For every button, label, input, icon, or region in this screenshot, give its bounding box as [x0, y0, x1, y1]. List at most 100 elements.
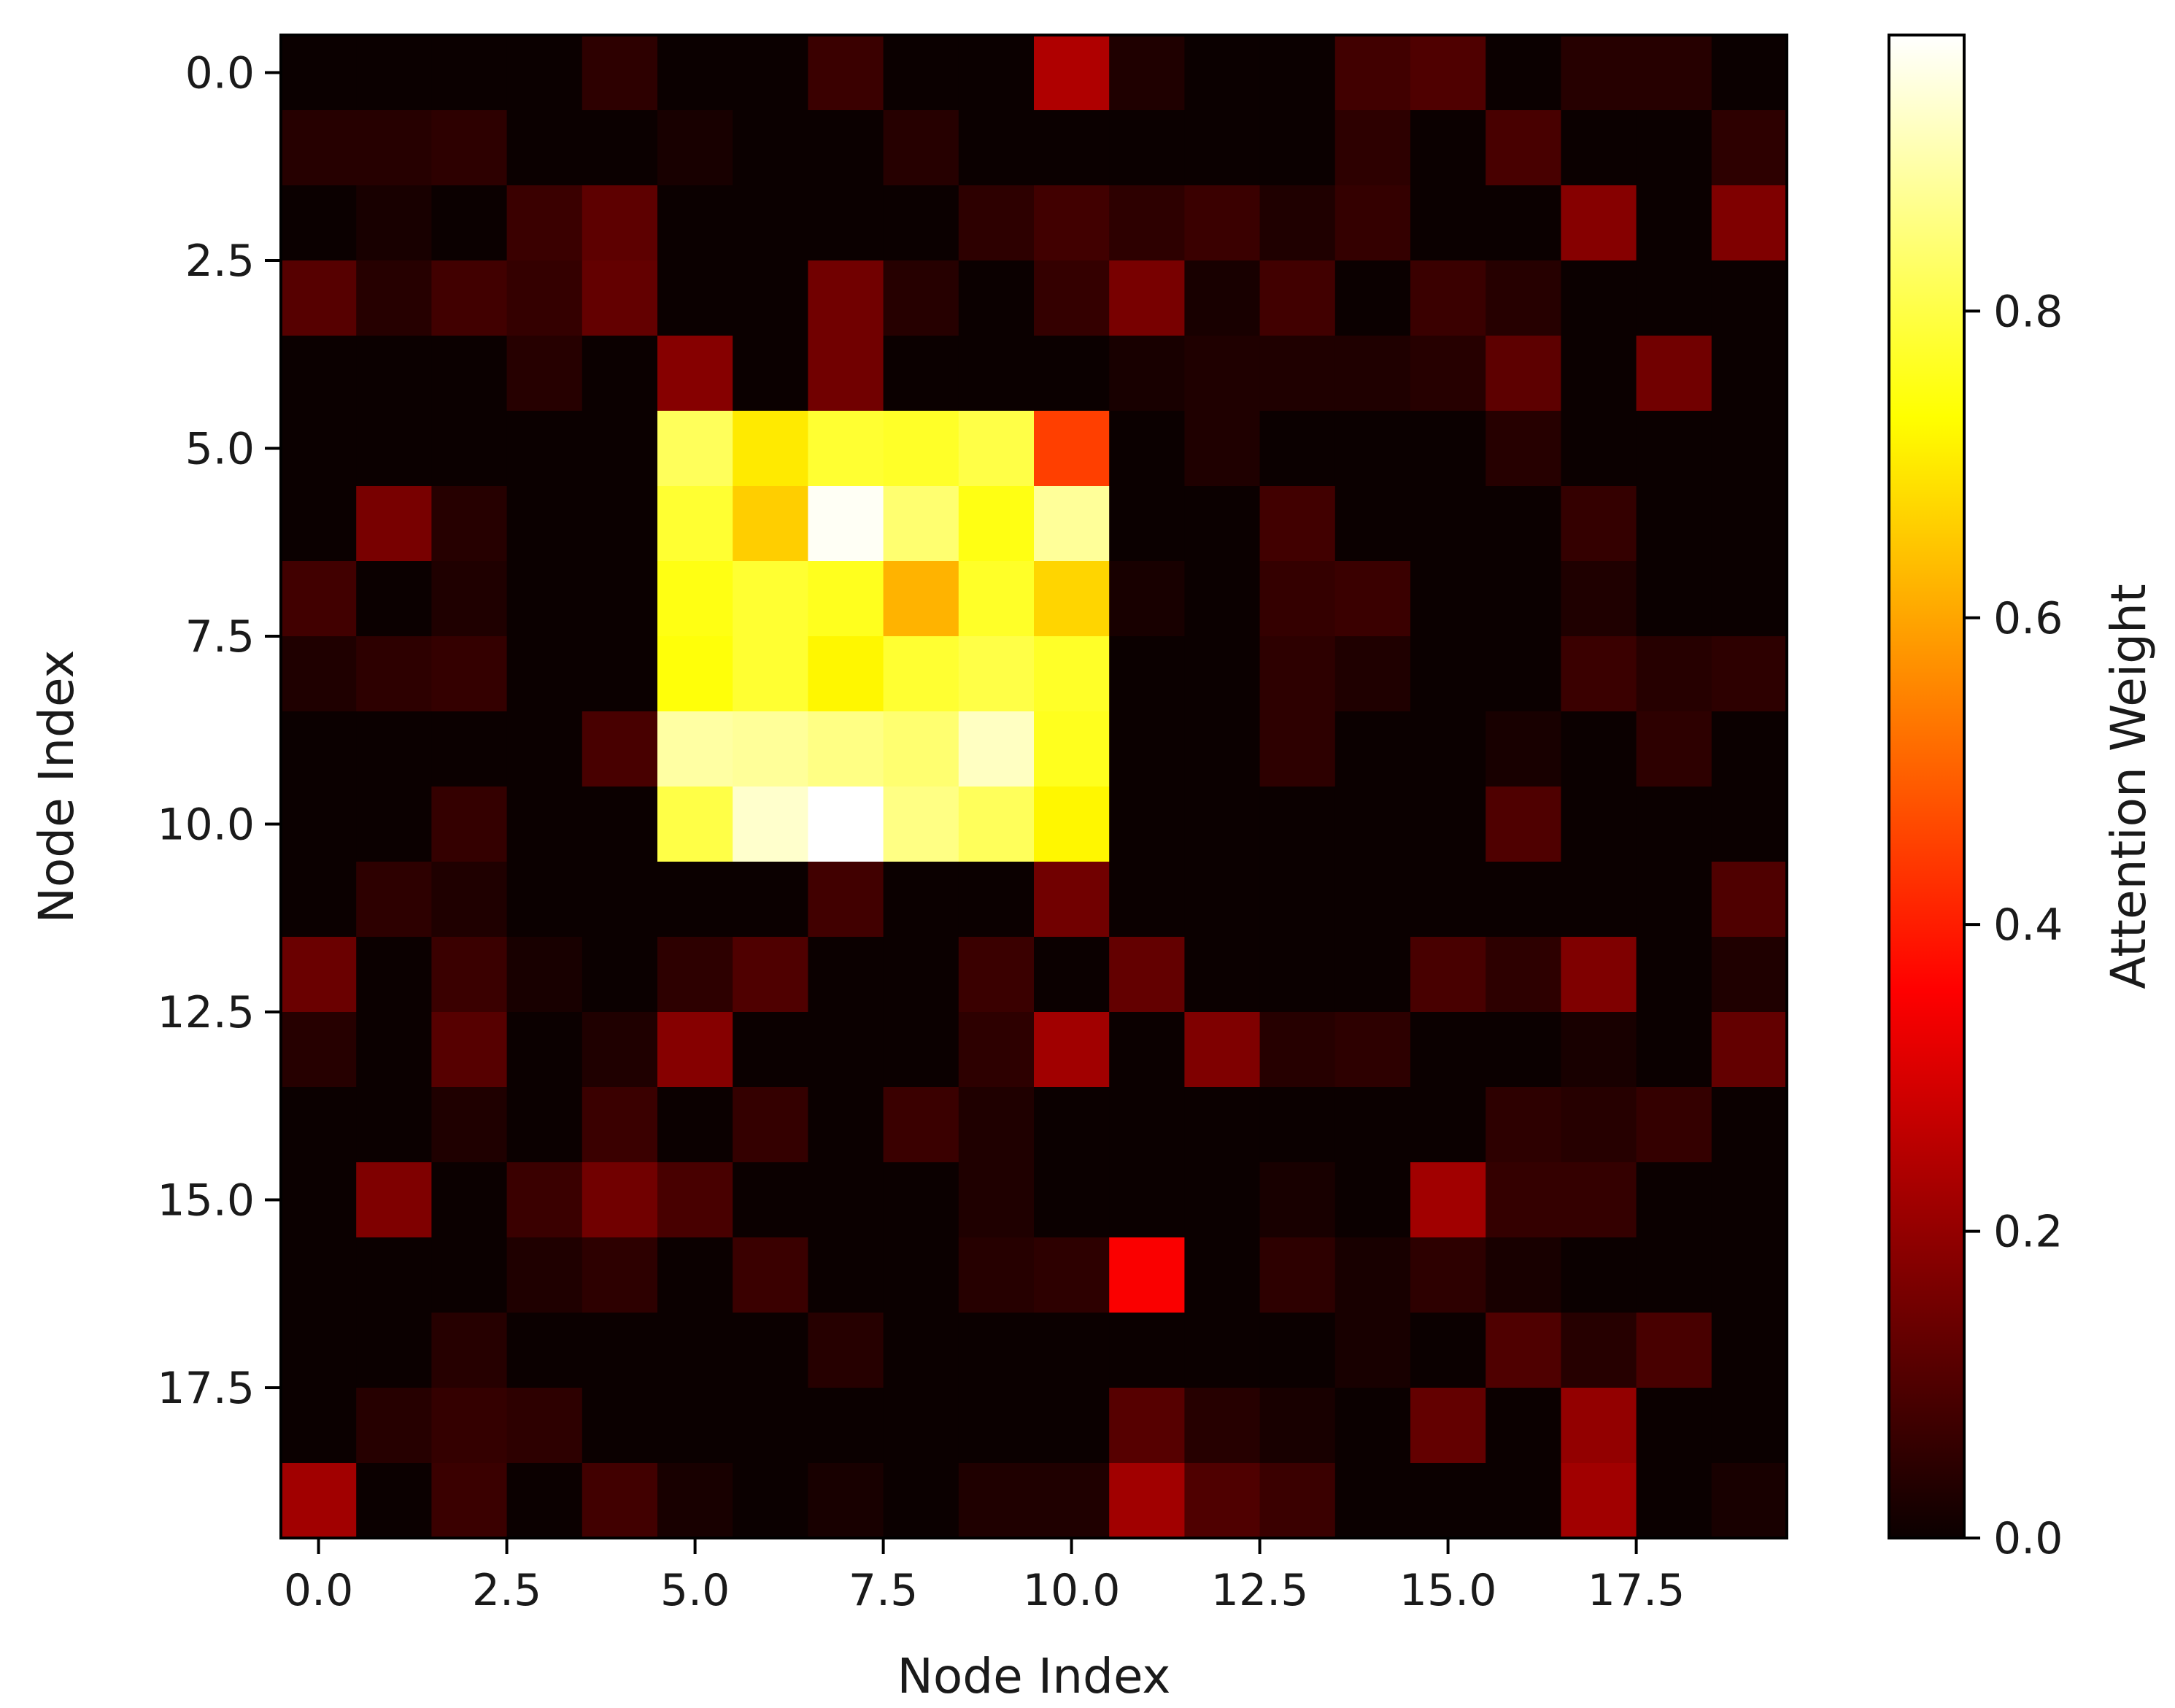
heatmap-cell	[958, 1012, 1035, 1088]
heatmap-cell	[1259, 110, 1336, 186]
heatmap-cell	[582, 1162, 658, 1238]
heatmap-cell	[431, 1012, 508, 1088]
heatmap-cell	[883, 260, 959, 336]
heatmap-cell	[883, 1463, 959, 1539]
heatmap-cell	[1561, 411, 1637, 487]
heatmap-cell	[1184, 1463, 1261, 1539]
heatmap-cell	[657, 486, 733, 562]
heatmap-cell	[1034, 1162, 1110, 1238]
heatmap-cell	[1561, 1463, 1637, 1539]
heatmap-cell	[1109, 336, 1185, 411]
heatmap-cell	[431, 711, 508, 787]
heatmap-cell	[1561, 336, 1637, 411]
heatmap-cell	[1109, 1087, 1185, 1163]
heatmap-cell	[1034, 486, 1110, 562]
heatmap-cell	[431, 636, 508, 712]
x-tick-label: 2.5	[472, 1565, 541, 1616]
heatmap-cell	[1034, 711, 1110, 787]
heatmap-cell	[733, 486, 808, 562]
heatmap-cell	[1109, 185, 1185, 261]
heatmap-cell	[1109, 862, 1185, 938]
heatmap-cell	[1259, 1463, 1336, 1539]
heatmap-cell	[582, 1313, 658, 1388]
heatmap-cell	[281, 636, 357, 712]
heatmap-cell	[506, 1313, 583, 1388]
heatmap-cell	[506, 1237, 583, 1313]
heatmap-cell	[1486, 1087, 1561, 1163]
heatmap-cell	[1184, 636, 1261, 712]
heatmap-cell	[883, 1012, 959, 1088]
heatmap-cell	[431, 1087, 508, 1163]
heatmap-cell	[1711, 486, 1788, 562]
heatmap-cell	[1034, 185, 1110, 261]
heatmap-cell	[883, 1237, 959, 1313]
heatmap-cell	[1486, 260, 1561, 336]
heatmap-cell	[883, 486, 959, 562]
heatmap-cell	[1259, 1162, 1336, 1238]
heatmap-cell	[1711, 787, 1788, 862]
heatmap-cell	[582, 862, 658, 938]
heatmap-cell	[657, 35, 733, 111]
heatmap-cell	[808, 1237, 884, 1313]
heatmap-cell	[1711, 1012, 1788, 1088]
heatmap-cell	[506, 486, 583, 562]
heatmap-cell	[1259, 411, 1336, 487]
heatmap-cell	[1184, 260, 1261, 336]
heatmap-cell	[582, 1388, 658, 1464]
heatmap-cell	[1711, 110, 1788, 186]
heatmap-cell	[808, 937, 884, 1013]
heatmap-cell	[958, 1237, 1035, 1313]
heatmap-cell	[1486, 185, 1561, 261]
heatmap-cell	[506, 336, 583, 411]
heatmap-cell	[1636, 1388, 1712, 1464]
heatmap-cell	[1034, 1237, 1110, 1313]
heatmap-cell	[1410, 1237, 1486, 1313]
heatmap-cell	[506, 561, 583, 637]
heatmap-cell	[1711, 711, 1788, 787]
heatmap-cell	[356, 711, 432, 787]
heatmap-cell	[808, 1463, 884, 1539]
heatmap-cell	[1636, 1087, 1712, 1163]
heatmap-cell	[1410, 1313, 1486, 1388]
heatmap-cell	[808, 561, 884, 637]
heatmap-cell	[1410, 711, 1486, 787]
heatmap-cell	[1711, 561, 1788, 637]
heatmap-cell	[1109, 1388, 1185, 1464]
heatmap-cell	[733, 260, 808, 336]
heatmap-cell	[356, 336, 432, 411]
heatmap-cell	[1636, 711, 1712, 787]
heatmap-cell	[1259, 937, 1336, 1013]
heatmap-cell	[431, 486, 508, 562]
heatmap-cell	[1109, 561, 1185, 637]
heatmap-cell	[1109, 35, 1185, 111]
heatmap-cell	[733, 1087, 808, 1163]
heatmap-cell	[1636, 1162, 1712, 1238]
heatmap-cell	[431, 1463, 508, 1539]
x-tick-label: 15.0	[1399, 1565, 1497, 1616]
heatmap-cell	[506, 110, 583, 186]
heatmap-cell	[1410, 185, 1486, 261]
heatmap-cell	[356, 110, 432, 186]
heatmap-cell	[1184, 1237, 1261, 1313]
heatmap-cell	[883, 862, 959, 938]
heatmap-cell	[1109, 260, 1185, 336]
heatmap-cell	[582, 1463, 658, 1539]
heatmap-cell	[356, 787, 432, 862]
heatmap-cell	[582, 336, 658, 411]
heatmap-cell	[1259, 1313, 1336, 1388]
heatmap-cell	[431, 110, 508, 186]
heatmap-cell	[506, 787, 583, 862]
heatmap-cell	[1184, 486, 1261, 562]
heatmap-cell	[1561, 260, 1637, 336]
plot-frame	[279, 34, 1788, 1539]
heatmap-cell	[1711, 1237, 1788, 1313]
y-tick-label: 7.5	[185, 611, 255, 662]
y-axis-ticks: 0.0 2.5 5.0 7.5 10.0 12.5 15.0 17.5	[157, 48, 281, 1414]
heatmap-cell	[1259, 1237, 1336, 1313]
heatmap-cell	[281, 486, 357, 562]
heatmap-cell	[1711, 1162, 1788, 1238]
heatmap-cell	[506, 260, 583, 336]
colorbar-tick-label: 0.6	[1993, 593, 2063, 644]
heatmap-cell	[808, 1313, 884, 1388]
heatmap-cell	[733, 1463, 808, 1539]
